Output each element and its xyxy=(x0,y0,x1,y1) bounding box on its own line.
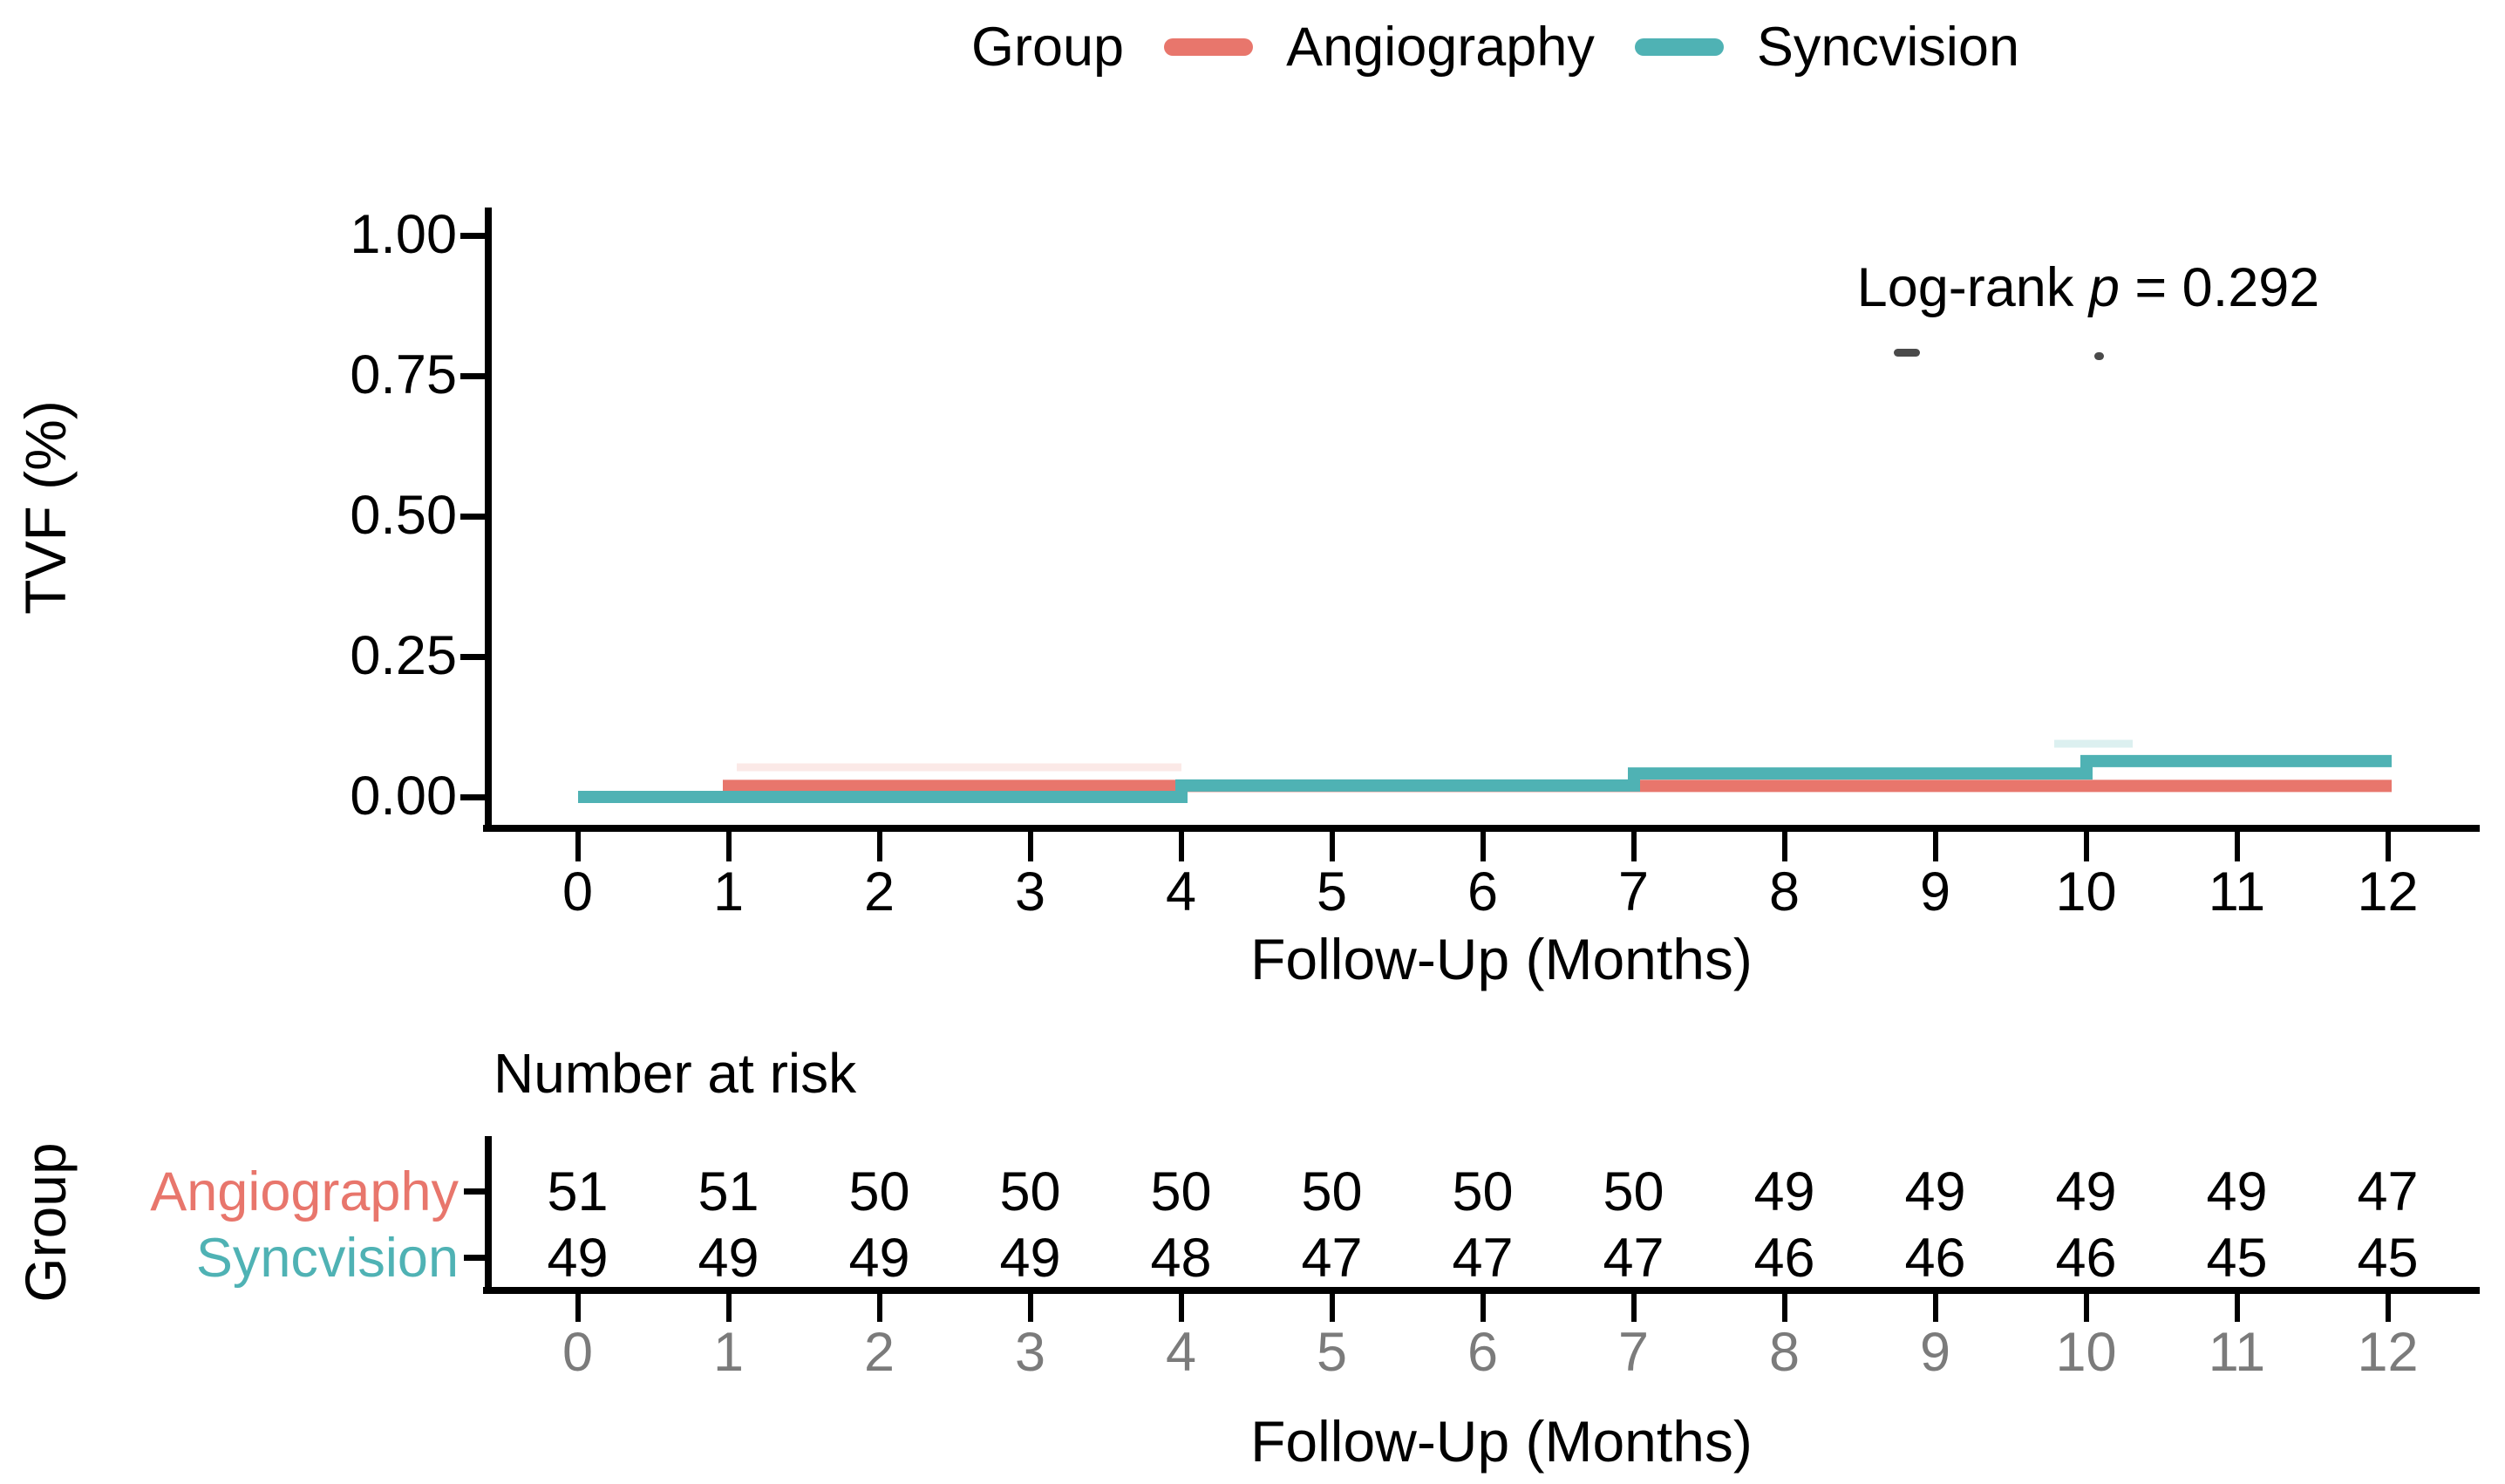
risk-row-tick-mark xyxy=(464,1188,488,1195)
risk-row-label-angiography: Angiography xyxy=(150,1161,459,1222)
risk-counts-syncvision: 49 49 49 49 48 47 47 47 46 46 46 45 45 xyxy=(502,1229,2463,1287)
risk-x-tick-label: 12 xyxy=(2357,1322,2419,1383)
y-tick-mark xyxy=(460,373,487,379)
risk-x-tick-label: 2 xyxy=(863,1322,895,1383)
x-tick-label: 2 xyxy=(863,861,895,922)
risk-count: 50 xyxy=(1301,1161,1363,1222)
text-remnant-artifact xyxy=(1894,349,1920,357)
risk-count: 50 xyxy=(1452,1161,1514,1222)
risk-count: 45 xyxy=(2206,1228,2268,1289)
risk-count: 47 xyxy=(1603,1228,1664,1289)
y-tick-mark xyxy=(460,654,487,660)
risk-table-baseline xyxy=(483,1287,2480,1294)
risk-x-tick-label: 1 xyxy=(712,1322,745,1383)
logrank-value: = 0.292 xyxy=(2119,257,2320,318)
risk-count: 49 xyxy=(547,1228,609,1289)
y-tick-label: 1.00 xyxy=(350,204,457,265)
risk-count: 47 xyxy=(2357,1161,2419,1222)
risk-count: 47 xyxy=(1452,1228,1514,1289)
risk-x-tick-label: 10 xyxy=(2055,1322,2117,1383)
y-tick-labels: 1.00 0.75 0.50 0.25 0.00 xyxy=(0,165,457,867)
x-axis-line xyxy=(483,825,2480,832)
y-tick-label: 0.25 xyxy=(350,625,457,686)
risk-count: 49 xyxy=(848,1228,910,1289)
x-tick-label: 11 xyxy=(2208,861,2266,922)
x-tick-label: 0 xyxy=(562,861,594,922)
risk-count: 50 xyxy=(1603,1161,1664,1222)
x-tick-label: 8 xyxy=(1768,861,1800,922)
risk-count: 50 xyxy=(999,1161,1061,1222)
x-axis-title: Follow-Up (Months) xyxy=(1250,927,1753,991)
x-tick-label: 9 xyxy=(1919,861,1951,922)
risk-x-tick-label: 8 xyxy=(1768,1322,1800,1383)
risk-count: 49 xyxy=(2055,1161,2117,1222)
risk-count: 47 xyxy=(1301,1228,1363,1289)
risk-count: 49 xyxy=(1904,1161,1966,1222)
x-tick-label: 6 xyxy=(1467,861,1499,922)
legend-item-syncvision: Syncvision xyxy=(1634,16,2020,78)
legend-title: Group xyxy=(970,17,1125,78)
y-tick-label: 0.00 xyxy=(350,766,457,827)
risk-count: 51 xyxy=(698,1161,759,1222)
risk-count: 50 xyxy=(1150,1161,1212,1222)
x-tick-label: 1 xyxy=(712,861,745,922)
risk-table-title: Number at risk xyxy=(494,1042,857,1105)
risk-x-tick-label: 4 xyxy=(1165,1322,1197,1383)
y-tick-label: 0.75 xyxy=(350,344,457,405)
risk-x-tick-label: 6 xyxy=(1467,1322,1499,1383)
y-tick-mark xyxy=(460,794,487,800)
legend-label-angiography: Angiography xyxy=(1286,17,1595,78)
risk-count: 49 xyxy=(2206,1161,2268,1222)
risk-count: 51 xyxy=(547,1161,609,1222)
risk-x-tick-labels: 0 1 2 3 4 5 6 7 8 9 10 11 12 xyxy=(502,1324,2463,1381)
risk-table-axis-line xyxy=(485,1136,492,1294)
risk-count: 46 xyxy=(1904,1228,1966,1289)
risk-count: 45 xyxy=(2357,1228,2419,1289)
risk-count: 46 xyxy=(2055,1228,2117,1289)
y-axis-line xyxy=(485,208,492,832)
x-tick-label: 12 xyxy=(2357,861,2419,922)
risk-x-tick-label: 9 xyxy=(1919,1322,1951,1383)
risk-count: 48 xyxy=(1150,1228,1212,1289)
risk-x-tick-label: 3 xyxy=(1014,1322,1046,1383)
risk-x-axis-title: Follow-Up (Months) xyxy=(1250,1409,1753,1474)
legend: Group Angiography Syncvision xyxy=(971,16,2019,78)
syncvision-line-swatch xyxy=(1634,38,1724,56)
risk-x-tick-label: 7 xyxy=(1617,1322,1650,1383)
x-tick-label: 4 xyxy=(1165,861,1197,922)
x-tick-marks xyxy=(575,832,2391,861)
logrank-annotation: Log-rank p = 0.292 xyxy=(1857,256,2320,319)
risk-count: 46 xyxy=(1753,1228,1815,1289)
legend-item-angiography: Angiography xyxy=(1164,16,1595,78)
logrank-prefix: Log-rank xyxy=(1856,257,2089,318)
syncvision-curve xyxy=(578,754,2392,803)
x-tick-labels: 0 1 2 3 4 5 6 7 8 9 10 11 12 xyxy=(502,863,2463,921)
angiography-line-swatch xyxy=(1164,38,1254,56)
risk-counts-angiography: 51 51 50 50 50 50 50 50 49 49 49 49 47 xyxy=(502,1163,2463,1221)
risk-x-tick-label: 11 xyxy=(2208,1322,2266,1383)
risk-row-label-syncvision: Syncvision xyxy=(195,1228,459,1289)
risk-row-tick-mark xyxy=(464,1255,488,1261)
text-remnant-artifact xyxy=(2094,352,2104,360)
legend-label-syncvision: Syncvision xyxy=(1756,17,2020,78)
y-tick-mark xyxy=(460,233,487,239)
x-tick-label: 7 xyxy=(1617,861,1650,922)
y-tick-label: 0.50 xyxy=(350,485,457,546)
risk-x-tick-marks xyxy=(575,1294,2391,1322)
risk-count: 49 xyxy=(698,1228,759,1289)
risk-count: 49 xyxy=(999,1228,1061,1289)
x-tick-label: 5 xyxy=(1316,861,1348,922)
y-tick-mark xyxy=(460,514,487,520)
risk-x-tick-label: 5 xyxy=(1316,1322,1348,1383)
x-tick-label: 10 xyxy=(2055,861,2117,922)
risk-count: 49 xyxy=(1753,1161,1815,1222)
logrank-p-symbol: p xyxy=(2088,257,2120,318)
risk-x-tick-label: 0 xyxy=(562,1322,594,1383)
risk-count: 50 xyxy=(848,1161,910,1222)
x-tick-label: 3 xyxy=(1014,861,1046,922)
